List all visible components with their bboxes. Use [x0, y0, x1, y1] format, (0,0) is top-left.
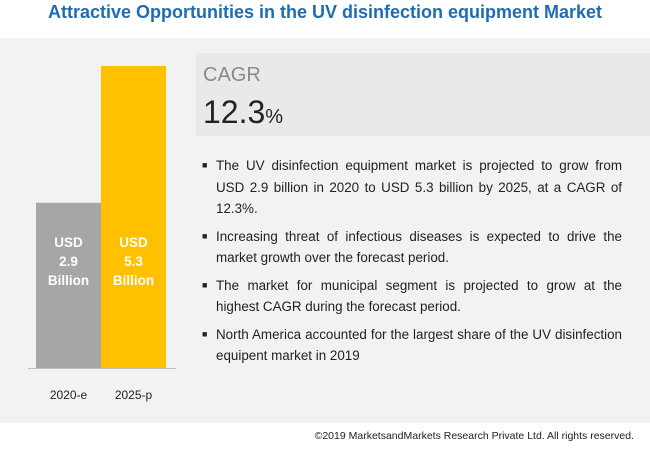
list-item: ■ The market for municipal segment is pro… [202, 275, 622, 318]
list-item: ■ Increasing threat of infectious disease… [202, 226, 622, 269]
list-item: ■ North America accounted for the largest… [202, 324, 622, 367]
bullet-icon: ■ [202, 328, 208, 339]
bullet-icon: ■ [202, 230, 208, 241]
bullet-text: The UV disinfection equipment market is … [216, 158, 622, 216]
bar-data-label: 2.9 [59, 254, 78, 269]
bullet-icon: ■ [202, 279, 208, 290]
bullet-text: North America accounted for the largest … [216, 326, 622, 364]
bar-2025-p [101, 66, 166, 368]
bar-2020-e [36, 202, 101, 368]
x-tick-label: 2025-p [115, 388, 153, 402]
copyright-footer: ©2019 MarketsandMarkets Research Private… [314, 430, 634, 442]
bar-data-label: Billion [48, 273, 89, 288]
bullet-text: The market for municipal segment is proj… [216, 277, 622, 315]
bar-data-label: 5.3 [124, 254, 143, 269]
cagr-number: 12.3 [203, 94, 266, 130]
cagr-unit: % [265, 106, 284, 128]
bullet-text: Increasing threat of infectious diseases… [216, 228, 622, 266]
bar-data-label: Billion [113, 273, 154, 288]
market-bar-chart: USD 2.9 Billion 2020-e USD 5.3 Billion 2025-p [28, 66, 176, 402]
key-findings-list: ■ The UV disinfection equipment market is… [202, 155, 622, 373]
cagr-box [196, 53, 650, 136]
bullet-icon: ■ [202, 160, 208, 170]
cagr-value: 12.3% [203, 94, 283, 131]
bar-data-label: USD [54, 235, 83, 250]
list-item: ■ The UV disinfection equipment market is… [202, 155, 622, 220]
bar-data-label: USD [119, 235, 148, 250]
cagr-label: CAGR [203, 64, 261, 86]
x-tick-label: 2020-e [50, 388, 88, 402]
page-title: Attractive Opportunities in the UV disin… [47, 2, 603, 22]
